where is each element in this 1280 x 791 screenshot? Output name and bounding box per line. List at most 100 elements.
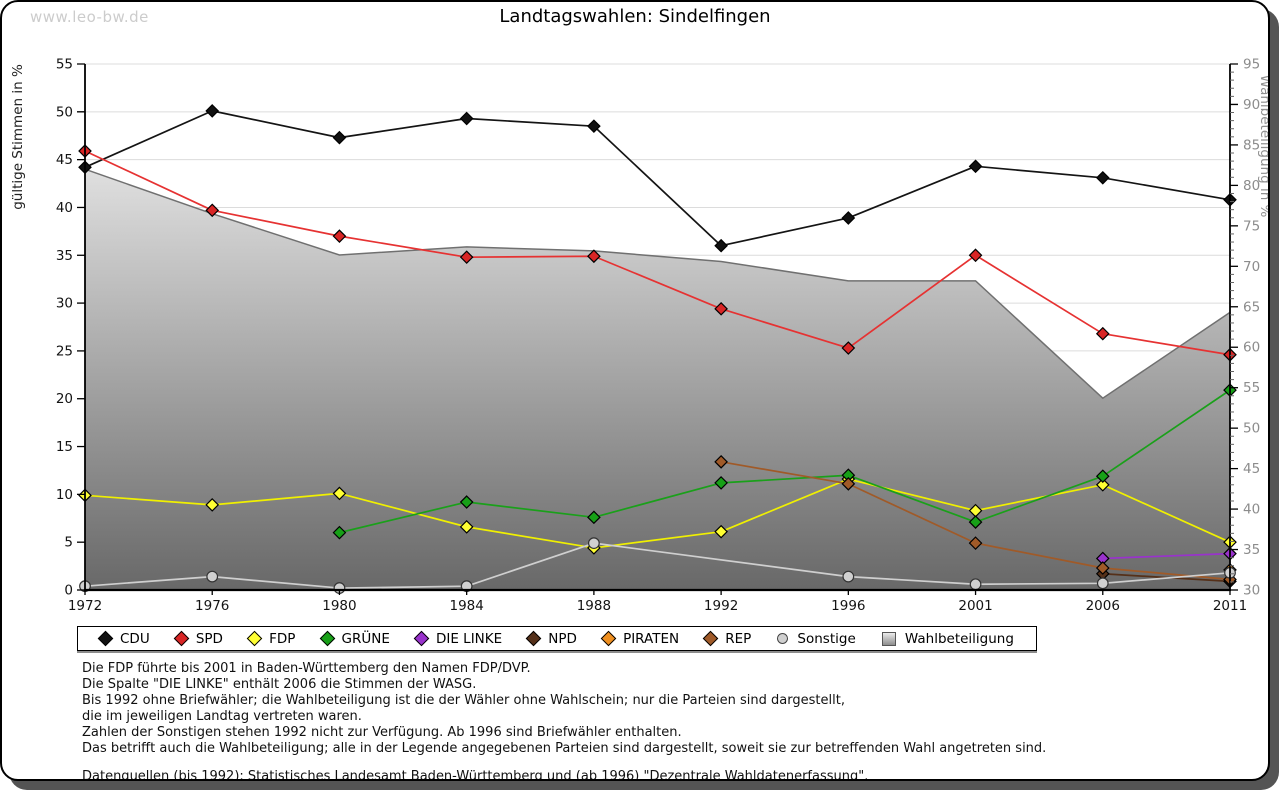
x-tick-label-2011: 2011 (1213, 598, 1247, 614)
point-spd-1992 (714, 301, 728, 316)
legend-marker-grune (319, 630, 335, 647)
right-tick-label: 40 (1243, 502, 1260, 518)
legend-marker-rep (702, 630, 719, 647)
x-tick-label-1992: 1992 (704, 598, 738, 614)
legend-item-npd: NPD (526, 630, 577, 647)
point-cdu-1996 (841, 211, 856, 225)
x-tick-label-2001: 2001 (958, 598, 992, 614)
legend-item-piraten: PIRATEN (600, 630, 680, 647)
right-tick-label: 55 (1243, 380, 1260, 396)
point-cdu-1984 (459, 111, 474, 126)
point-grune-1980 (332, 525, 347, 540)
point-cdu-1992 (714, 238, 728, 253)
point-rep-1996 (841, 476, 856, 491)
legend-label-grune: GRÜNE (341, 630, 390, 647)
footnote-line: Das betrifft auch die Wahlbeteiligung; a… (82, 741, 1047, 756)
point-spd-1976 (205, 203, 220, 218)
left-tick-label: 10 (56, 487, 73, 503)
legend-label-npd: NPD (548, 630, 577, 647)
point-rep-1992 (714, 454, 728, 469)
point-sonstige-2006 (1096, 577, 1109, 590)
point-sonstige-1996 (842, 570, 855, 583)
point-cdu-2006 (1095, 170, 1110, 185)
legend-item-grune: GRÜNE (319, 630, 390, 647)
point-cdu-1980 (332, 130, 347, 145)
point-spd-1996 (841, 341, 856, 355)
line-grune (339, 389, 1231, 534)
legend-label-cdu: CDU (120, 630, 150, 647)
point-spd-2001 (968, 248, 983, 263)
right-tick-label: 70 (1243, 259, 1260, 275)
data-source-line: Datenquellen (bis 1992): Statistisches L… (82, 769, 869, 781)
legend-marker-cdu (97, 630, 114, 647)
left-tick-label: 45 (56, 152, 73, 168)
legend-marker-spd (173, 630, 190, 647)
point-rep-2001 (968, 536, 983, 550)
left-tick-label: 55 (56, 57, 73, 73)
legend-label-spd: SPD (195, 630, 223, 647)
site-watermark: www.leo-bw.de (30, 8, 149, 26)
legend-item-rep: REP (702, 630, 752, 647)
x-tick-label-1976: 1976 (195, 598, 229, 614)
legend-label-rep: REP (725, 630, 752, 647)
area-wahlbeteiligung (85, 169, 1230, 590)
left-tick-label: 30 (56, 296, 73, 312)
footnote-line: Die Spalte "DIE LINKE" enthält 2006 die … (82, 677, 477, 692)
point-fdp-1992 (714, 524, 728, 539)
point-fdp-1976 (205, 498, 220, 512)
legend-label-fdp: FDP (269, 630, 296, 647)
footnote-line: Bis 1992 ohne Briefwähler; die Wahlbetei… (82, 693, 845, 708)
point-grune-2001 (968, 515, 983, 529)
line-spd (84, 150, 1231, 356)
right-axis-title: Wahlbeteiligung in % (1257, 74, 1270, 218)
point-spd-1988 (587, 249, 601, 264)
left-tick-label: 15 (56, 439, 73, 455)
chart-canvas: 0 5 10 15 20 25 30 35 40 45 50 55 30 35 40 45 50 55 60 65 70… (56, 57, 1260, 615)
legend-marker-fdp (246, 630, 263, 647)
point-spd-1980 (332, 229, 347, 243)
right-tick-label: 80 (1243, 178, 1260, 194)
right-tick-label: 65 (1243, 299, 1260, 315)
footnote-line: Die FDP führte bis 2001 in Baden-Württem… (82, 661, 531, 676)
x-tick-label-1972: 1972 (68, 598, 102, 614)
point-grune-1992 (714, 476, 728, 490)
legend-item-die-linke: DIE LINKE (413, 630, 503, 647)
right-tick-label: 75 (1243, 218, 1260, 234)
right-tick-label: 85 (1243, 137, 1260, 153)
footnote-line: die im jeweiligen Landtag vertreten ware… (82, 709, 362, 724)
point-grune-2006 (1095, 469, 1110, 484)
left-tick-label: 5 (64, 535, 73, 551)
legend-marker-wahlbeteiligung (881, 631, 896, 646)
footnote-line: Zahlen der Sonstigen stehen 1992 nicht z… (82, 725, 682, 740)
election-chart: 0 5 10 15 20 25 30 35 40 45 50 55 30 35 40 45 50 55 60 65 70… (2, 2, 1270, 622)
legend-label-piraten: PIRATEN (623, 630, 680, 647)
legend-label-wahlbeteiligung: Wahlbeteiligung (904, 630, 1014, 647)
point-fdp-1980 (332, 486, 347, 501)
right-tick-label: 50 (1243, 421, 1260, 437)
point-spd-1984 (459, 250, 474, 265)
right-tick-label: 45 (1243, 461, 1260, 477)
legend-marker-piraten (600, 630, 617, 647)
point-sonstige-1976 (206, 570, 219, 583)
chart-legend: CDU SPD FDP GRÜNE DIE LINKE NPD PIRATEN REP Sons… (77, 626, 1037, 651)
x-tick-label-1980: 1980 (322, 598, 356, 614)
point-fdp-2006 (1095, 477, 1110, 492)
legend-item-wahlbeteiligung: Wahlbeteiligung (881, 630, 1014, 647)
left-tick-label: 25 (56, 343, 73, 359)
x-tick-label-2006: 2006 (1086, 598, 1120, 614)
point-cdu-1988 (587, 119, 601, 134)
point-sonstige-2001 (969, 578, 982, 591)
x-tick-label-1996: 1996 (831, 598, 865, 614)
legend-marker-npd (526, 630, 542, 647)
left-tick-label: 50 (56, 104, 73, 120)
legend-label-die-linke: DIE LINKE (435, 630, 503, 647)
legend-marker-sonstige (777, 633, 789, 644)
line-die-linke (1102, 552, 1231, 560)
right-tick-label: 30 (1243, 583, 1260, 599)
right-tick-label: 60 (1243, 340, 1260, 356)
line-cdu (84, 110, 1231, 247)
left-tick-label: 20 (56, 391, 73, 407)
point-spd-2006 (1095, 326, 1110, 341)
legend-item-cdu: CDU (97, 630, 150, 647)
legend-item-sonstige: Sonstige (777, 631, 856, 647)
